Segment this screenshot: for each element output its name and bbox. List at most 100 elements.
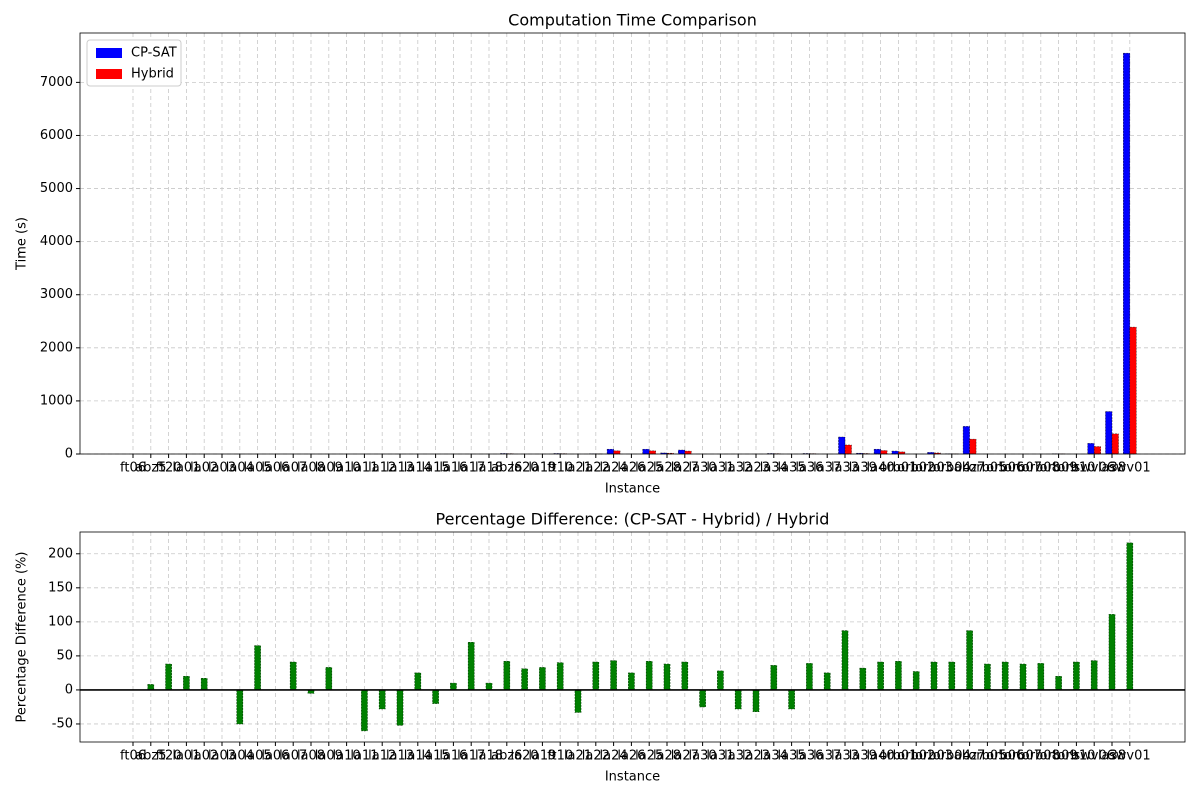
x-axis-label: Instance [605, 482, 660, 497]
x-tick-label: la35 [778, 461, 806, 476]
x-tick-label: la06 [261, 749, 289, 764]
x-tick-label: orb05 [968, 461, 1006, 476]
x-tick-label: la11 [350, 749, 378, 764]
x-tick-label: la20 [511, 749, 539, 764]
bar [895, 661, 902, 691]
x-tick-label: la14 [404, 461, 432, 476]
x-tick-label: la22 [582, 749, 610, 764]
x-tick-label: la03 [208, 461, 236, 476]
x-tick-label: la17 [457, 749, 485, 764]
x-tick-label: la03 [208, 749, 236, 764]
x-tick-label: la18 [475, 461, 503, 476]
bar [396, 689, 404, 726]
x-tick-label: la04 [226, 749, 254, 764]
x-tick-label: la33 [831, 461, 859, 476]
x-tick-label: la26 [617, 461, 645, 476]
x-tick-label: orb01 [879, 461, 917, 476]
x-tick-label: la31 [706, 749, 734, 764]
y-tick-label: 6000 [40, 128, 73, 143]
y-tick-label: 3000 [40, 287, 73, 302]
bar [663, 663, 671, 691]
bar [1129, 326, 1137, 455]
x-tick-label: la08 [297, 461, 325, 476]
x-tick-label: la20 [511, 461, 539, 476]
bar [200, 678, 208, 691]
x-tick-label: la01 [172, 461, 200, 476]
x-tick-label: orb06 [986, 749, 1024, 764]
x-tick-label: ft10 [547, 749, 573, 764]
bar [1126, 542, 1134, 691]
x-tick-label: orb10 [1057, 461, 1095, 476]
x-tick-label: orb08 [1022, 749, 1060, 764]
x-tick-label: orb07 [1004, 461, 1042, 476]
x-tick-label: orb04 [933, 461, 971, 476]
bar [613, 450, 621, 455]
x-tick-label: orb08 [1022, 461, 1060, 476]
x-tick-label: la19 [528, 749, 556, 764]
bar [378, 689, 386, 710]
y-tick-label: 7000 [40, 75, 73, 90]
bar [1073, 661, 1080, 691]
bar [592, 661, 600, 691]
x-tick-label: la24 [600, 461, 628, 476]
y-tick-label: 50 [56, 648, 73, 663]
bar [485, 682, 493, 691]
bar [788, 689, 795, 710]
bar [165, 663, 172, 691]
x-tick-label: la21 [564, 461, 592, 476]
y-tick-label: 0 [65, 682, 73, 697]
bar [645, 661, 653, 691]
x-tick-label: la07 [279, 749, 307, 764]
legend-label: Hybrid [131, 67, 174, 82]
x-tick-label: la30 [689, 461, 717, 476]
bar [521, 668, 528, 691]
legend-swatch [96, 48, 122, 58]
x-tick-label: la19 [528, 461, 556, 476]
chart-title: Percentage Difference: (CP-SAT - Hybrid)… [436, 510, 830, 529]
x-tick-label: la37 [813, 749, 841, 764]
x-tick-label: la39 [849, 461, 877, 476]
axes-frame [79, 32, 1186, 455]
bar [1105, 411, 1113, 455]
y-axis-label: Percentage Difference (%) [15, 552, 30, 723]
bar [574, 689, 582, 713]
bar [361, 689, 368, 732]
x-tick-label: orb06 [986, 461, 1024, 476]
x-tick-label: la36 [795, 461, 823, 476]
bar [891, 450, 899, 455]
bar [770, 665, 778, 691]
bar [717, 670, 724, 691]
bar [912, 671, 920, 691]
x-tick-label: la34 [760, 461, 788, 476]
chart-title: Computation Time Comparison [508, 11, 757, 30]
x-tick-label: abz5 [135, 749, 166, 764]
x-tick-label: la18 [475, 749, 503, 764]
bar [678, 449, 685, 455]
bar [1093, 446, 1101, 455]
legend-swatch [96, 69, 122, 79]
x-tick-label: la32 [724, 749, 752, 764]
x-tick-label: abz5 [135, 461, 166, 476]
bar [414, 672, 422, 691]
x-tick-label: orb02 [897, 461, 935, 476]
bar [628, 672, 635, 691]
x-tick-label: la09 [315, 749, 343, 764]
x-tick-label: la35 [778, 749, 806, 764]
y-tick-label: 2000 [40, 340, 73, 355]
x-tick-label: orb09 [1040, 461, 1078, 476]
x-tick-label: ft20 [156, 749, 182, 764]
x-tick-label: la15 [422, 461, 450, 476]
y-tick-label: 4000 [40, 234, 73, 249]
bar [1090, 660, 1098, 691]
x-tick-label: la24 [600, 749, 628, 764]
bar [1037, 663, 1045, 691]
x-tick-label: la37 [813, 461, 841, 476]
x-tick-label: orb03 [915, 461, 953, 476]
bar [1123, 52, 1131, 455]
x-tick-label: la31 [706, 461, 734, 476]
bar [1087, 443, 1095, 455]
x-tick-label: la28 [653, 749, 681, 764]
y-tick-label: 0 [65, 447, 73, 462]
bar [752, 689, 760, 713]
x-tick-label: ft06 [120, 461, 146, 476]
